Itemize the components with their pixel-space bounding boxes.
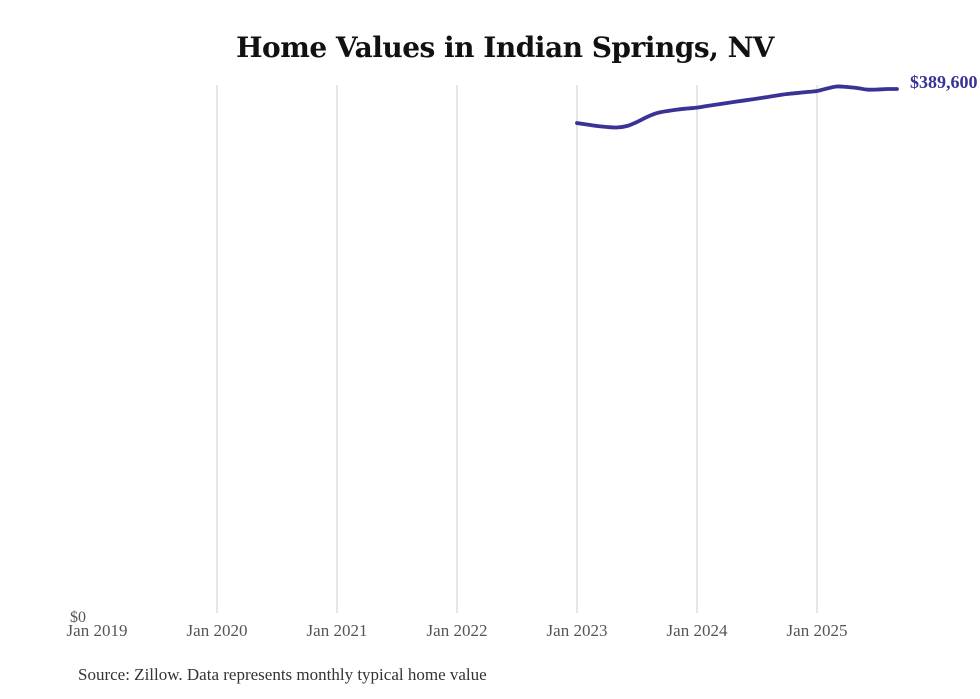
value-line-group bbox=[575, 84, 899, 130]
value-line bbox=[575, 84, 899, 130]
x-axis-label: Jan 2020 bbox=[186, 621, 248, 640]
latest-value-label: $389,600 bbox=[910, 72, 978, 92]
x-axis-label: Jan 2021 bbox=[306, 621, 368, 640]
x-axis-label: Jan 2024 bbox=[666, 621, 728, 640]
source-note: Source: Zillow. Data represents monthly … bbox=[78, 665, 487, 684]
x-axis-label: Jan 2025 bbox=[786, 621, 848, 640]
x-axis-label: Jan 2019 bbox=[66, 621, 128, 640]
y-axis-zero-label: $0 bbox=[70, 609, 86, 626]
gridlines bbox=[216, 85, 818, 613]
x-axis-label: Jan 2023 bbox=[546, 621, 608, 640]
x-axis-label: Jan 2022 bbox=[426, 621, 488, 640]
chart-title: Home Values in Indian Springs, NV bbox=[236, 31, 774, 64]
